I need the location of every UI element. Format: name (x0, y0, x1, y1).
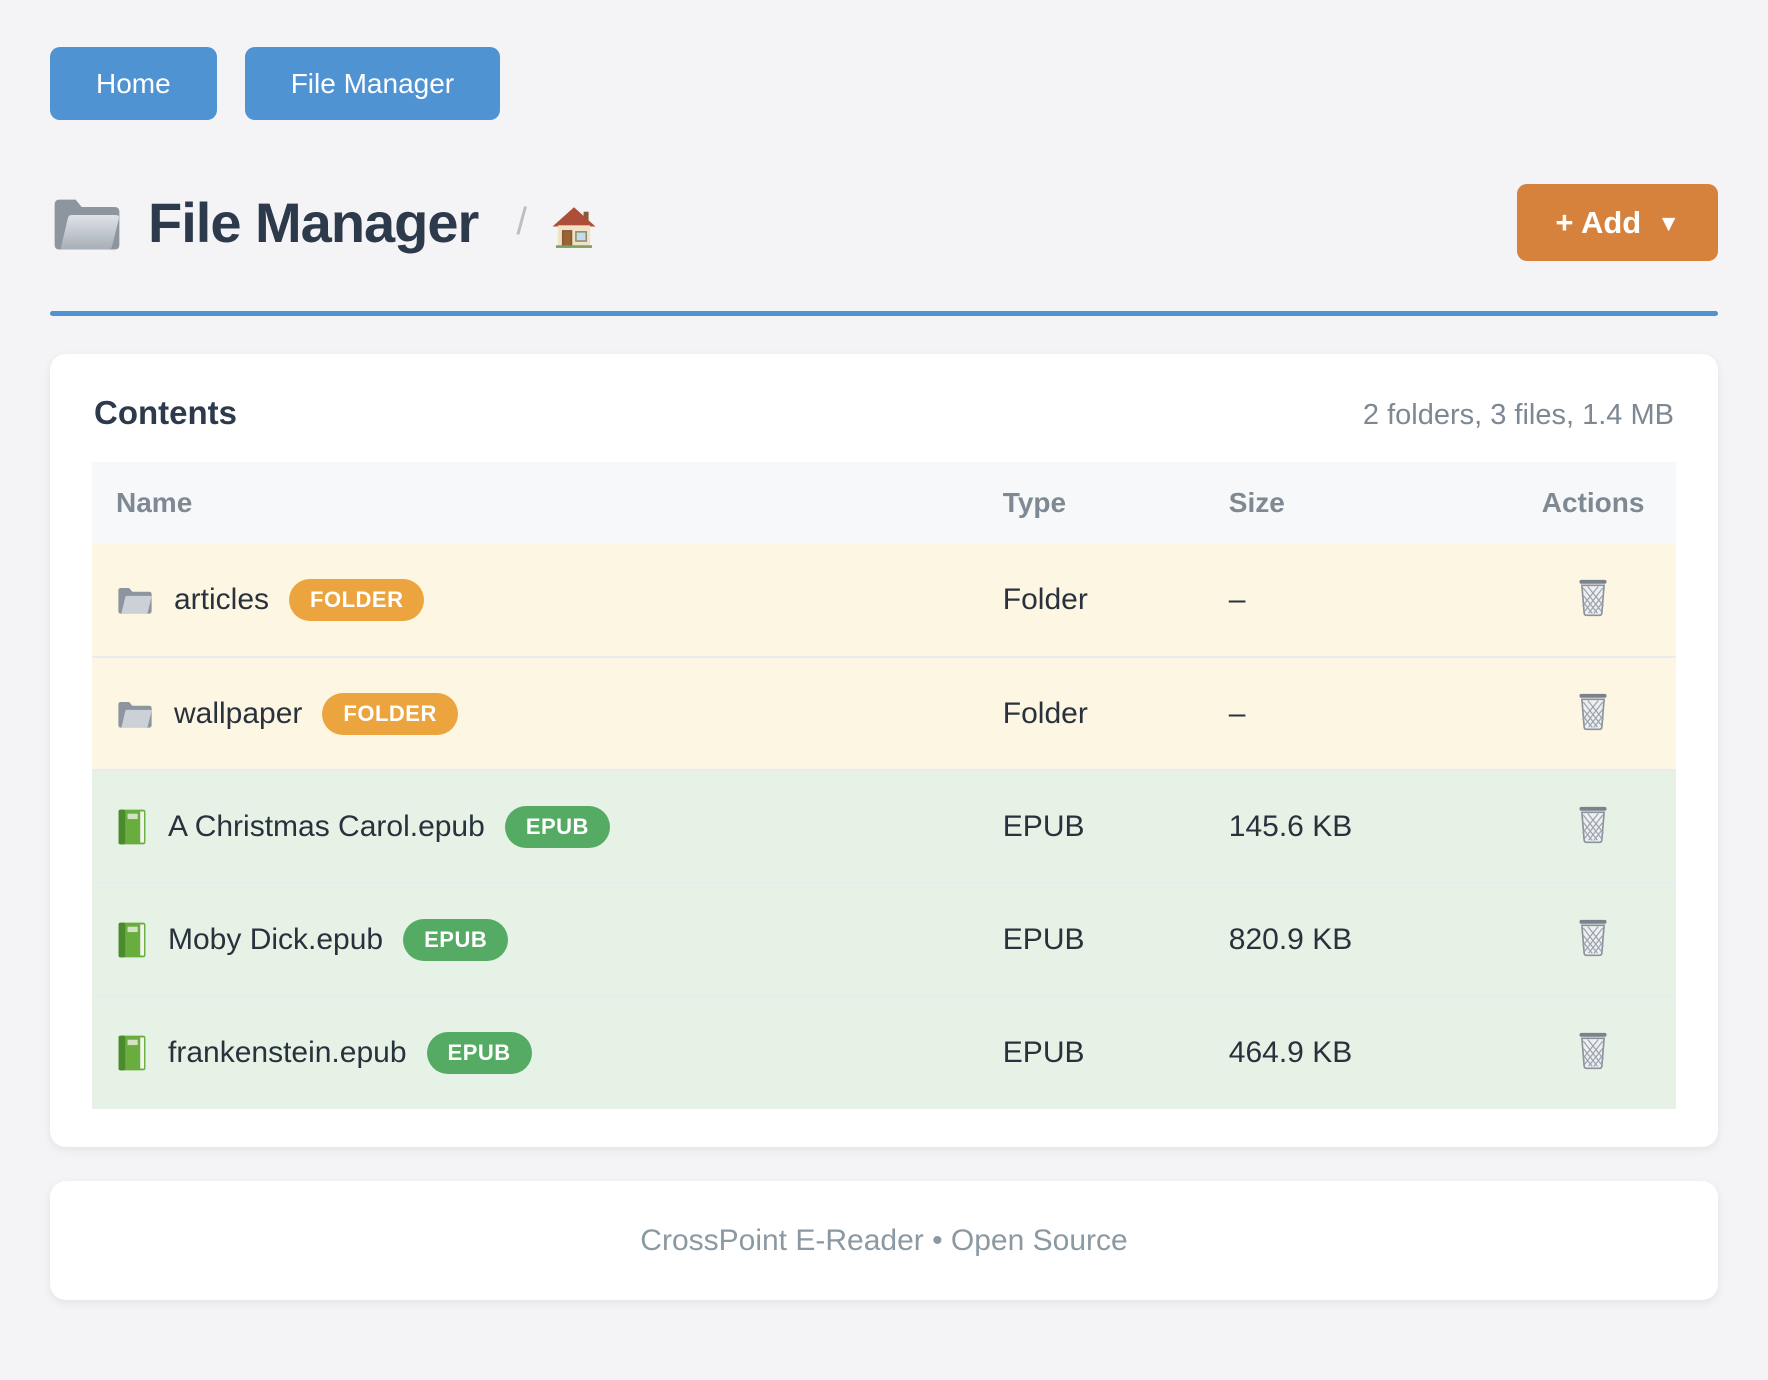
house-icon[interactable] (551, 205, 597, 251)
name-cell: Moby Dick.epub EPUB (92, 883, 989, 996)
trash-icon (1575, 691, 1611, 731)
delete-button[interactable] (1573, 689, 1613, 733)
delete-button[interactable] (1573, 1028, 1613, 1072)
file-name: wallpaper (174, 697, 302, 731)
contents-header: Contents 2 folders, 3 files, 1.4 MB (92, 394, 1676, 432)
size-cell: 145.6 KB (1208, 770, 1510, 883)
trash-icon (1575, 577, 1611, 617)
green-book-icon (116, 1034, 148, 1072)
contents-title: Contents (94, 394, 237, 432)
nav-file-manager-button[interactable]: File Manager (245, 47, 500, 120)
nav-home-button[interactable]: Home (50, 47, 217, 120)
folder-badge: FOLDER (289, 579, 424, 621)
green-book-icon (116, 921, 148, 959)
epub-badge: EPUB (427, 1032, 532, 1074)
page-title: File Manager (148, 190, 478, 255)
size-cell: – (1208, 657, 1510, 770)
footer-card: CrossPoint E-Reader • Open Source (50, 1181, 1718, 1300)
name-cell: wallpaper FOLDER (92, 657, 989, 770)
name-cell: frankenstein.epub EPUB (92, 996, 989, 1109)
size-cell: 820.9 KB (1208, 883, 1510, 996)
add-button[interactable]: + Add ▼ (1517, 184, 1718, 261)
name-cell: A Christmas Carol.epub EPUB (92, 770, 989, 883)
title-group: File Manager / (50, 190, 597, 255)
contents-summary: 2 folders, 3 files, 1.4 MB (1363, 399, 1674, 432)
table-row[interactable]: Moby Dick.epub EPUB EPUB 820.9 KB (92, 883, 1676, 996)
column-header-name: Name (92, 462, 989, 544)
type-cell: EPUB (989, 770, 1208, 883)
page-header: File Manager / + Add ▼ (50, 184, 1718, 261)
table-row[interactable]: A Christmas Carol.epub EPUB EPUB 145.6 K… (92, 770, 1676, 883)
column-header-size: Size (1208, 462, 1510, 544)
footer-text: CrossPoint E-Reader • Open Source (640, 1224, 1127, 1258)
actions-cell (1510, 770, 1676, 883)
delete-button[interactable] (1573, 915, 1613, 959)
folder-icon (50, 192, 124, 254)
file-name: articles (174, 583, 269, 617)
actions-cell (1510, 657, 1676, 770)
file-name: A Christmas Carol.epub (168, 810, 485, 844)
green-book-icon (116, 808, 148, 846)
actions-cell (1510, 883, 1676, 996)
table-row[interactable]: frankenstein.epub EPUB EPUB 464.9 KB (92, 996, 1676, 1109)
top-nav: Home File Manager (50, 47, 1718, 120)
file-name: frankenstein.epub (168, 1036, 407, 1070)
folder-badge: FOLDER (322, 693, 457, 735)
column-header-type: Type (989, 462, 1208, 544)
table-row[interactable]: articles FOLDER Folder – (92, 544, 1676, 657)
epub-badge: EPUB (403, 919, 508, 961)
type-cell: Folder (989, 657, 1208, 770)
type-cell: EPUB (989, 883, 1208, 996)
table-header: Name Type Size Actions (92, 462, 1676, 544)
actions-cell (1510, 996, 1676, 1109)
type-cell: Folder (989, 544, 1208, 657)
files-table: Name Type Size Actions articles FOLDER (92, 462, 1676, 1109)
trash-icon (1575, 917, 1611, 957)
trash-icon (1575, 1030, 1611, 1070)
size-cell: – (1208, 544, 1510, 657)
delete-button[interactable] (1573, 802, 1613, 846)
type-cell: EPUB (989, 996, 1208, 1109)
title-divider (50, 311, 1718, 316)
table-row[interactable]: wallpaper FOLDER Folder – (92, 657, 1676, 770)
folder-icon (116, 583, 154, 617)
contents-card: Contents 2 folders, 3 files, 1.4 MB Name… (50, 354, 1718, 1147)
file-name: Moby Dick.epub (168, 923, 383, 957)
table-body: articles FOLDER Folder – (92, 544, 1676, 1109)
caret-down-icon: ▼ (1657, 210, 1680, 237)
breadcrumb-separator: / (516, 201, 527, 244)
name-cell: articles FOLDER (92, 544, 989, 657)
size-cell: 464.9 KB (1208, 996, 1510, 1109)
actions-cell (1510, 544, 1676, 657)
delete-button[interactable] (1573, 575, 1613, 619)
epub-badge: EPUB (505, 806, 610, 848)
folder-icon (116, 697, 154, 731)
column-header-actions: Actions (1510, 462, 1676, 544)
add-button-label: + Add (1555, 205, 1641, 241)
trash-icon (1575, 804, 1611, 844)
